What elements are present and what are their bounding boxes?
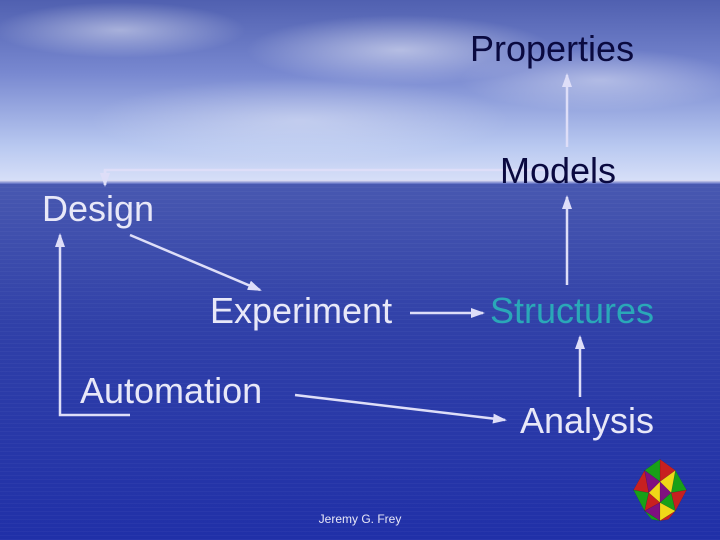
ocean-background: [0, 184, 720, 540]
node-analysis: Analysis: [520, 400, 654, 442]
node-structures: Structures: [490, 290, 654, 332]
node-models: Models: [500, 150, 616, 192]
node-design: Design: [42, 188, 154, 230]
node-experiment: Experiment: [210, 290, 392, 332]
node-properties: Properties: [470, 28, 634, 70]
footer-credit: Jeremy G. Frey: [0, 510, 720, 528]
author-name: Jeremy G. Frey: [319, 512, 402, 526]
node-automation: Automation: [80, 370, 262, 412]
polyhedron-icon: [625, 455, 695, 530]
